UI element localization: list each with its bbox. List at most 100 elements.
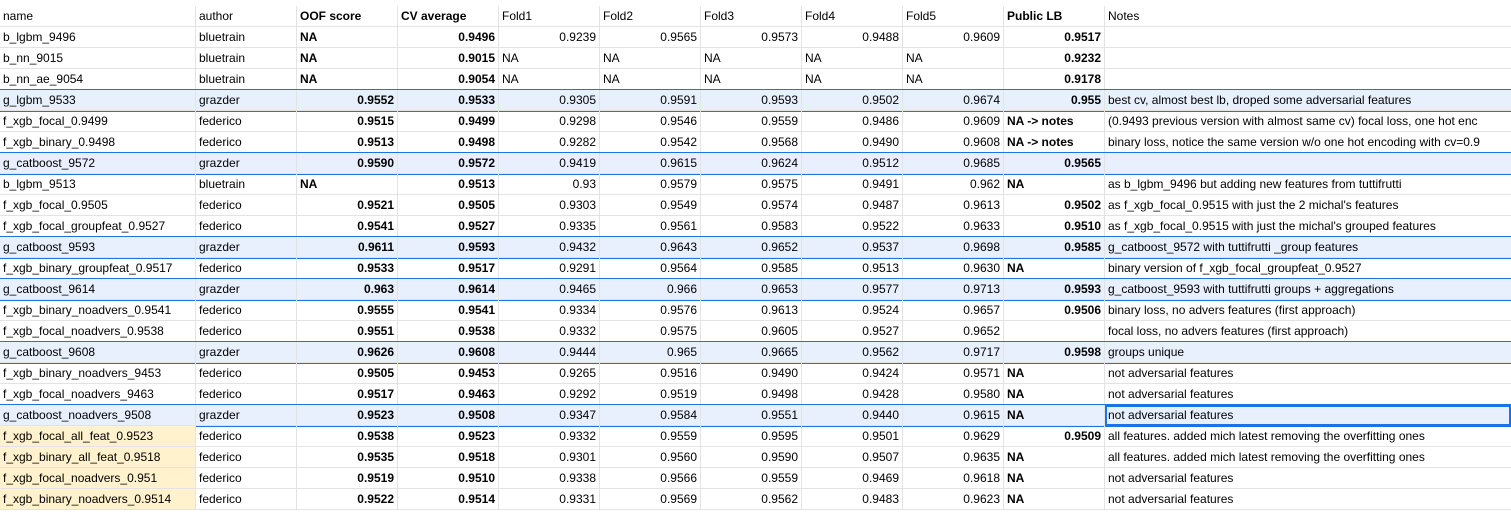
cell-fold4[interactable]: 0.9428: [802, 384, 903, 405]
cell-fold3[interactable]: 0.9573: [701, 27, 802, 48]
cell-fold1[interactable]: 0.9282: [499, 132, 600, 153]
cell-name[interactable]: f_xgb_focal_noadvers_0.951: [0, 468, 196, 489]
cell-oof-score[interactable]: 0.9552: [297, 90, 398, 111]
cell-name[interactable]: f_xgb_focal_0.9505: [0, 195, 196, 216]
cell-public-lb[interactable]: NA -> notes: [1004, 111, 1105, 132]
cell-author[interactable]: federico: [196, 132, 297, 153]
cell-public-lb[interactable]: NA: [1004, 174, 1105, 195]
cell-cv-average[interactable]: 0.9508: [398, 405, 499, 426]
cell-fold2[interactable]: 0.965: [600, 342, 701, 363]
cell-fold4[interactable]: 0.9488: [802, 27, 903, 48]
cell-cv-average[interactable]: 0.9453: [398, 363, 499, 384]
cell-fold5[interactable]: 0.9615: [903, 405, 1004, 426]
cell-author[interactable]: grazder: [196, 279, 297, 300]
cell-fold2[interactable]: 0.9576: [600, 300, 701, 321]
cell-oof-score[interactable]: 0.963: [297, 279, 398, 300]
cell-author[interactable]: bluetrain: [196, 69, 297, 90]
cell-public-lb[interactable]: 0.9565: [1004, 153, 1105, 174]
cell-fold4[interactable]: 0.9487: [802, 195, 903, 216]
cell-oof-score[interactable]: 0.9611: [297, 237, 398, 258]
cell-fold5[interactable]: NA: [903, 48, 1004, 69]
cell-oof-score[interactable]: 0.9519: [297, 468, 398, 489]
cell-fold4[interactable]: 0.9537: [802, 237, 903, 258]
cell-fold2[interactable]: 0.9519: [600, 384, 701, 405]
cell-name[interactable]: b_nn_ae_9054: [0, 69, 196, 90]
cell-notes[interactable]: not adversarial features: [1105, 384, 1511, 405]
cell-author[interactable]: federico: [196, 216, 297, 237]
cell-oof-score[interactable]: 0.9590: [297, 153, 398, 174]
cell-fold4[interactable]: 0.9577: [802, 279, 903, 300]
cell-public-lb[interactable]: NA: [1004, 384, 1105, 405]
cell-oof-score[interactable]: 0.9541: [297, 216, 398, 237]
cell-fold1[interactable]: 0.9332: [499, 321, 600, 342]
cell-fold3[interactable]: NA: [701, 69, 802, 90]
cell-notes[interactable]: not adversarial features: [1105, 405, 1511, 426]
cell-fold5[interactable]: 0.9657: [903, 300, 1004, 321]
cell-fold5[interactable]: 0.9713: [903, 279, 1004, 300]
cell-public-lb[interactable]: NA: [1004, 258, 1105, 279]
cell-fold1[interactable]: 0.9292: [499, 384, 600, 405]
cell-public-lb[interactable]: NA: [1004, 468, 1105, 489]
cell-fold5[interactable]: 0.9685: [903, 153, 1004, 174]
header-cv-average[interactable]: CV average: [398, 6, 499, 27]
cell-fold5[interactable]: 0.9633: [903, 216, 1004, 237]
cell-fold3[interactable]: 0.9568: [701, 132, 802, 153]
cell-fold4[interactable]: NA: [802, 48, 903, 69]
cell-notes[interactable]: focal loss, no advers features (first ap…: [1105, 321, 1511, 342]
cell-author[interactable]: bluetrain: [196, 174, 297, 195]
cell-cv-average[interactable]: 0.9513: [398, 174, 499, 195]
cell-author[interactable]: grazder: [196, 90, 297, 111]
cell-name[interactable]: f_xgb_binary_0.9498: [0, 132, 196, 153]
cell-fold2[interactable]: 0.9549: [600, 195, 701, 216]
cell-fold3[interactable]: NA: [701, 48, 802, 69]
cell-fold4[interactable]: 0.9424: [802, 363, 903, 384]
cell-notes[interactable]: all features. added mich latest removing…: [1105, 447, 1511, 468]
cell-oof-score[interactable]: 0.9533: [297, 258, 398, 279]
header-author[interactable]: author: [196, 6, 297, 27]
cell-author[interactable]: federico: [196, 426, 297, 447]
cell-fold4[interactable]: 0.9507: [802, 447, 903, 468]
cell-fold3[interactable]: 0.9498: [701, 384, 802, 405]
cell-name[interactable]: g_catboost_9593: [0, 237, 196, 258]
cell-notes[interactable]: (0.9493 previous version with almost sam…: [1105, 111, 1511, 132]
cell-fold5[interactable]: 0.9609: [903, 111, 1004, 132]
cell-fold2[interactable]: 0.9561: [600, 216, 701, 237]
cell-public-lb[interactable]: NA: [1004, 363, 1105, 384]
cell-name[interactable]: b_lgbm_9496: [0, 27, 196, 48]
cell-fold5[interactable]: 0.9623: [903, 489, 1004, 510]
cell-fold2[interactable]: 0.966: [600, 279, 701, 300]
cell-fold1[interactable]: 0.93: [499, 174, 600, 195]
cell-name[interactable]: f_xgb_focal_all_feat_0.9523: [0, 426, 196, 447]
cell-public-lb[interactable]: 0.9510: [1004, 216, 1105, 237]
cell-name[interactable]: b_nn_9015: [0, 48, 196, 69]
cell-fold4[interactable]: 0.9490: [802, 132, 903, 153]
cell-author[interactable]: federico: [196, 363, 297, 384]
cell-fold2[interactable]: 0.9559: [600, 426, 701, 447]
cell-public-lb[interactable]: 0.9506: [1004, 300, 1105, 321]
cell-fold2[interactable]: 0.9579: [600, 174, 701, 195]
cell-fold4[interactable]: 0.9491: [802, 174, 903, 195]
cell-fold4[interactable]: NA: [802, 69, 903, 90]
header-fold1[interactable]: Fold1: [499, 6, 600, 27]
cell-oof-score[interactable]: NA: [297, 27, 398, 48]
cell-oof-score[interactable]: 0.9551: [297, 321, 398, 342]
cell-fold3[interactable]: 0.9624: [701, 153, 802, 174]
cell-fold1[interactable]: 0.9239: [499, 27, 600, 48]
cell-public-lb[interactable]: 0.9585: [1004, 237, 1105, 258]
cell-fold1[interactable]: NA: [499, 69, 600, 90]
cell-fold2[interactable]: 0.9566: [600, 468, 701, 489]
cell-oof-score[interactable]: 0.9555: [297, 300, 398, 321]
header-oof-score[interactable]: OOF score: [297, 6, 398, 27]
cell-fold3[interactable]: 0.9583: [701, 216, 802, 237]
cell-name[interactable]: f_xgb_binary_noadvers_0.9514: [0, 489, 196, 510]
cell-fold5[interactable]: 0.9618: [903, 468, 1004, 489]
cell-notes[interactable]: not adversarial features: [1105, 468, 1511, 489]
cell-fold1[interactable]: 0.9298: [499, 111, 600, 132]
cell-oof-score[interactable]: NA: [297, 174, 398, 195]
cell-notes[interactable]: groups unique: [1105, 342, 1511, 363]
cell-fold2[interactable]: NA: [600, 69, 701, 90]
cell-fold1[interactable]: 0.9332: [499, 426, 600, 447]
header-fold2[interactable]: Fold2: [600, 6, 701, 27]
cell-author[interactable]: grazder: [196, 153, 297, 174]
cell-fold5[interactable]: 0.9580: [903, 384, 1004, 405]
